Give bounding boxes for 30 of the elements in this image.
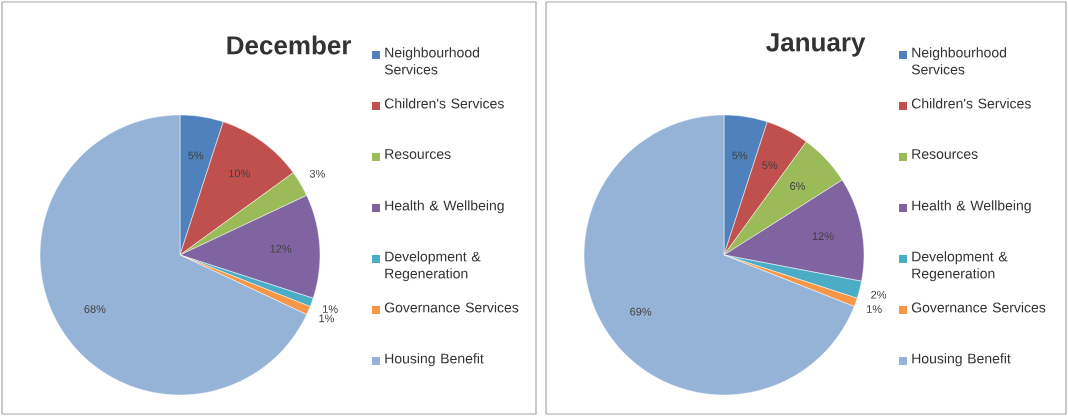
data-label: 12% — [270, 244, 292, 253]
legend-label: Development & Regeneration — [912, 251, 1008, 282]
data-label: 12% — [812, 232, 834, 240]
legend-label: Governance Services — [911, 302, 1046, 313]
data-label: 68% — [84, 305, 106, 313]
chart-title: January — [766, 33, 866, 57]
legend-label: Resources — [385, 149, 451, 159]
data-label: 5% — [732, 151, 748, 160]
legend-label: Children's Services — [911, 98, 1031, 109]
data-label: 69% — [630, 307, 652, 316]
legend-label: Children's Services — [384, 98, 504, 109]
legend-label: Housing Benefit — [912, 353, 1011, 367]
legend-label: Development & Regeneration — [385, 251, 481, 282]
legend-label: Neighbourhood Services — [384, 47, 480, 75]
data-label: 10% — [229, 169, 250, 178]
data-label: 1% — [867, 305, 882, 313]
data-label: 1% — [319, 314, 335, 323]
legend-label: Resources — [912, 149, 978, 159]
legend-label: Governance Services — [384, 302, 519, 313]
data-label: 6% — [790, 182, 806, 190]
data-label: 5% — [762, 161, 778, 170]
legend-label: Neighbourhood Services — [911, 47, 1007, 75]
data-label: 5% — [188, 151, 204, 160]
data-label: 1% — [323, 305, 338, 313]
data-label: 3% — [309, 169, 325, 178]
chart-title: December — [227, 35, 352, 55]
data-label: 2% — [871, 290, 887, 299]
legend-label: Health & Wellbeing — [385, 200, 504, 214]
legend-label: Housing Benefit — [385, 353, 484, 367]
legend-label: Health & Wellbeing — [912, 200, 1031, 214]
